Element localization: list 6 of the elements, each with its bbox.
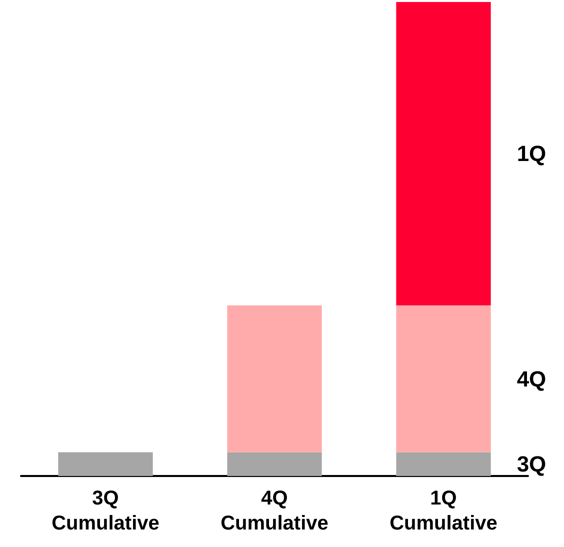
series-label: 1Q — [516, 141, 546, 166]
series-label: 3Q — [516, 452, 546, 477]
x-tick-label: 1Q Cumulative — [390, 488, 498, 534]
x-tick-label: 3Q Cumulative — [52, 488, 160, 534]
x-tick-label: 4Q Cumulative — [220, 488, 328, 534]
series-label: 4Q — [516, 366, 546, 392]
